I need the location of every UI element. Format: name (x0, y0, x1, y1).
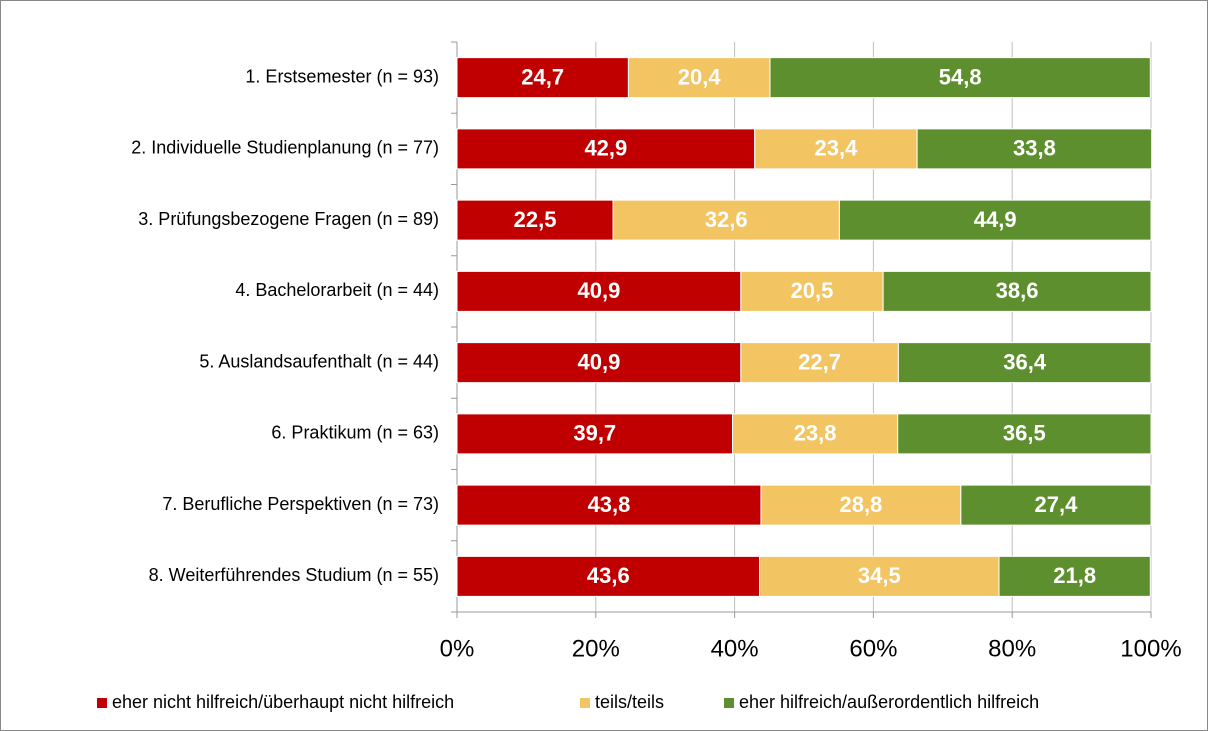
bar-segment (754, 128, 918, 170)
bar-segment (897, 413, 1152, 455)
data-label: 27,4 (1035, 492, 1079, 517)
data-label: 54,8 (939, 64, 982, 89)
y-tick-label: 3. Prüfungsbezogene Fragen (n = 89) (138, 209, 439, 229)
data-label: 39,7 (573, 421, 616, 446)
legend-label: teils/teils (595, 692, 664, 712)
bar-segment (759, 555, 1000, 597)
x-tick-label: 80% (988, 635, 1036, 662)
y-tick-label: 1. Erstsemester (n = 93) (245, 66, 439, 86)
y-tick-label: 2. Individuelle Studienplanung (n = 77) (131, 138, 439, 158)
legend-swatch (724, 698, 734, 708)
bar-segment (456, 199, 614, 241)
data-label: 40,9 (578, 278, 621, 303)
data-label: 43,6 (587, 563, 630, 588)
y-tick-label: 7. Berufliche Perspektiven (n = 73) (162, 494, 439, 514)
bar-segment (456, 57, 629, 99)
data-label: 42,9 (584, 136, 627, 161)
data-label: 23,4 (815, 136, 859, 161)
bar-segment (882, 270, 1152, 312)
x-tick-label: 0% (440, 635, 475, 662)
data-label: 32,6 (705, 207, 748, 232)
data-label: 22,7 (798, 349, 841, 374)
x-tick-label: 100% (1120, 635, 1181, 662)
legend-label: eher hilfreich/außerordentlich hilfreich (739, 692, 1039, 712)
legend-label: eher nicht hilfreich/überhaupt nicht hil… (112, 692, 454, 712)
data-label: 34,5 (858, 563, 901, 588)
y-tick-label: 5. Auslandsaufenthalt (n = 44) (199, 351, 439, 371)
data-label: 28,8 (839, 492, 882, 517)
data-label: 24,7 (521, 64, 564, 89)
bar-segment (897, 342, 1152, 384)
bar-segment (960, 484, 1152, 526)
y-tick-label: 6. Praktikum (n = 63) (271, 423, 439, 443)
bar-segment (456, 555, 761, 597)
bar-segment (612, 199, 840, 241)
data-label: 23,8 (794, 421, 837, 446)
data-label: 40,9 (578, 349, 621, 374)
data-label: 36,5 (1003, 421, 1046, 446)
legend-swatch (580, 698, 590, 708)
bar-segment (769, 57, 1151, 99)
data-label: 22,5 (514, 207, 557, 232)
bar-segment (760, 484, 962, 526)
bar-segment (740, 270, 884, 312)
bar-segment (998, 555, 1151, 597)
data-label: 20,4 (678, 64, 722, 89)
data-label: 20,5 (791, 278, 834, 303)
y-tick-label: 4. Bachelorarbeit (n = 44) (235, 280, 439, 300)
bar-segment (456, 484, 762, 526)
data-label: 43,8 (588, 492, 631, 517)
x-tick-label: 40% (711, 635, 759, 662)
bar-segment (456, 413, 734, 455)
legend-swatch (97, 698, 107, 708)
bar-segment (456, 270, 742, 312)
bar-segment (916, 128, 1153, 170)
data-label: 33,8 (1013, 136, 1056, 161)
x-tick-label: 20% (572, 635, 620, 662)
bar-segment (838, 199, 1152, 241)
data-label: 21,8 (1053, 563, 1096, 588)
data-label: 38,6 (996, 278, 1039, 303)
bar-segment (732, 413, 899, 455)
y-tick-label: 8. Weiterführendes Studium (n = 55) (149, 565, 439, 585)
bar-segment (627, 57, 771, 99)
bar-segment (740, 342, 899, 384)
data-label: 44,9 (974, 207, 1017, 232)
x-tick-label: 60% (849, 635, 897, 662)
bar-segment (456, 128, 756, 170)
data-label: 36,4 (1003, 349, 1047, 374)
bar-segment (456, 342, 742, 384)
